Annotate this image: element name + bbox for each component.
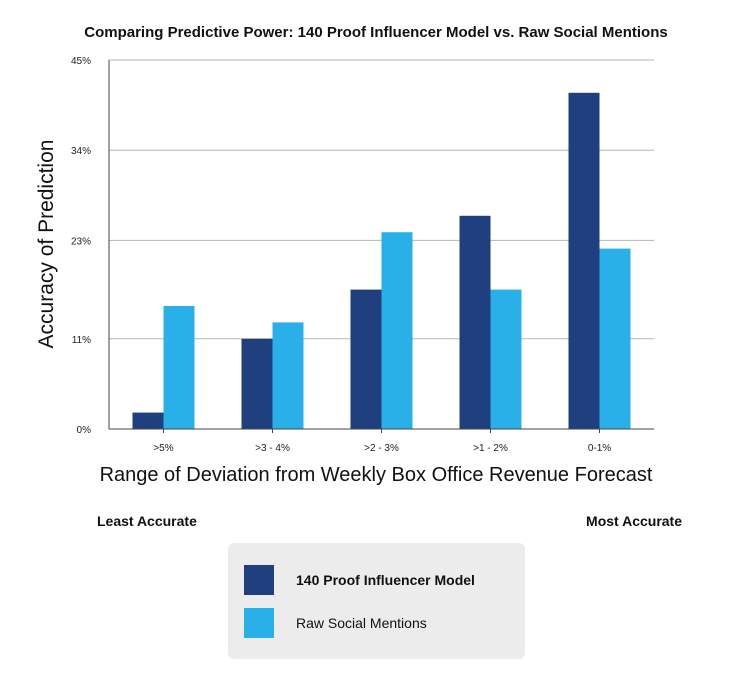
most-accurate-label: Most Accurate: [586, 513, 682, 529]
legend-label-influencer-model: 140 Proof Influencer Model: [296, 572, 475, 588]
bar-influencer-model: [132, 412, 164, 429]
legend-label-raw-social-mentions: Raw Social Mentions: [296, 615, 427, 631]
bar-chart: 0% 11% 23% 34% 45% >5% >3 - 4% >2 - 3% >1 - 2% 0…: [71, 56, 654, 454]
axes: [108, 60, 654, 433]
y-tick-label: 34%: [71, 146, 91, 157]
bar-raw-social-mentions: [599, 248, 631, 429]
least-accurate-label: Least Accurate: [97, 513, 197, 529]
legend: 140 Proof Influencer Model Raw Social Me…: [228, 543, 525, 659]
legend-item-raw-social-mentions: Raw Social Mentions: [244, 608, 427, 638]
x-axis-label: Range of Deviation from Weekly Box Offic…: [99, 464, 653, 486]
bar-raw-social-mentions: [381, 232, 413, 429]
x-tick-label: >5%: [153, 443, 173, 454]
x-tick-label: >3 - 4%: [255, 443, 290, 454]
bar-influencer-model: [241, 338, 273, 429]
legend-swatch-influencer-model: [244, 565, 274, 595]
y-tick-labels: 0% 11% 23% 34% 45%: [71, 56, 91, 436]
y-tick-label: 11%: [72, 335, 91, 346]
bar-raw-social-mentions: [163, 306, 195, 429]
x-tick-label: >2 - 3%: [364, 443, 399, 454]
x-tick-labels: >5% >3 - 4% >2 - 3% >1 - 2% 0-1%: [153, 443, 611, 454]
bar-influencer-model: [350, 289, 382, 429]
legend-swatch-raw-social-mentions: [244, 608, 274, 638]
bar-influencer-model: [459, 215, 491, 429]
bars: [132, 92, 631, 430]
bar-influencer-model: [568, 92, 600, 430]
y-tick-label: 23%: [71, 236, 91, 247]
x-tick-label: >1 - 2%: [473, 443, 508, 454]
legend-item-influencer-model: 140 Proof Influencer Model: [244, 565, 475, 595]
bar-raw-social-mentions: [272, 322, 304, 429]
y-axis-label: Accuracy of Prediction: [35, 139, 58, 349]
bar-raw-social-mentions: [490, 289, 522, 429]
y-tick-label: 45%: [71, 56, 91, 67]
chart-title: Comparing Predictive Power: 140 Proof In…: [84, 24, 668, 41]
x-tick-label: 0-1%: [588, 443, 611, 454]
y-tick-label: 0%: [77, 425, 92, 436]
